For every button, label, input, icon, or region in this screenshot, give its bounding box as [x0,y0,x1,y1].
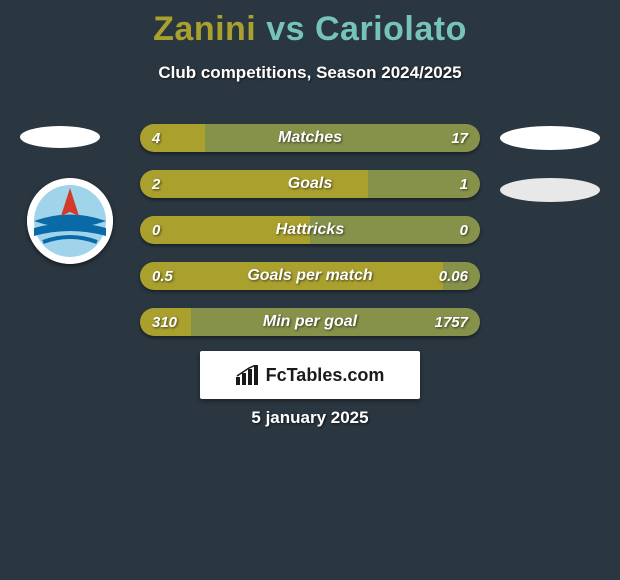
vs-label: vs [266,10,305,48]
page-title: Zanini vs Cariolato [0,0,620,49]
bar-right-segment [191,308,480,336]
player2-name: Cariolato [315,10,467,48]
subtitle: Club competitions, Season 2024/2025 [0,63,620,83]
comparison-card: Zanini vs Cariolato Club competitions, S… [0,0,620,580]
player2-photo-placeholder-bottom [500,178,600,202]
stat-row: Min per goal3101757 [140,308,480,336]
bar-left-segment [140,308,191,336]
club-logo [27,178,113,264]
bar-right-segment [368,170,480,198]
bar-left-segment [140,216,310,244]
club-logo-icon [27,178,113,264]
stat-bars: Matches417 Goals21 Hattricks00 Goals per ma… [140,124,480,354]
date-label: 5 january 2025 [0,408,620,428]
brand-box: FcTables.com [200,351,420,399]
brand-text: FcTables.com [266,365,385,386]
bar-chart-icon [236,365,260,385]
bar-right-segment [310,216,480,244]
bar-left-segment [140,170,368,198]
bar-left-segment [140,124,205,152]
stat-row: Matches417 [140,124,480,152]
player1-photo-placeholder [20,126,100,148]
stat-row: Goals21 [140,170,480,198]
bar-right-segment [205,124,480,152]
bar-right-segment [443,262,480,290]
player1-name: Zanini [153,10,256,48]
stat-row: Hattricks00 [140,216,480,244]
bar-left-segment [140,262,443,290]
stat-row: Goals per match0.50.06 [140,262,480,290]
player2-photo-placeholder-top [500,126,600,150]
